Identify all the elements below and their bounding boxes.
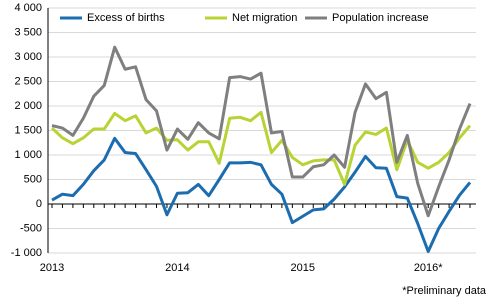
- x-tick-label: 2015: [291, 262, 315, 274]
- y-tick-label: 2 500: [14, 75, 42, 87]
- y-tick-label: 1 500: [14, 124, 42, 136]
- y-tick-label: 4 000: [14, 2, 42, 14]
- y-tick-label: 2 000: [14, 100, 42, 112]
- x-tick-label: 2014: [165, 262, 189, 274]
- y-tick-label: 3 000: [14, 51, 42, 63]
- line-series: [51, 136, 472, 254]
- y-tick-label: 500: [24, 173, 42, 185]
- x-tick-label: 2013: [40, 262, 64, 274]
- y-tick-label: 0: [36, 198, 42, 210]
- line-series: [51, 45, 472, 218]
- y-tick-label: -1 000: [11, 247, 42, 259]
- y-tick-label: -500: [20, 222, 42, 234]
- line-series: [50, 110, 472, 186]
- legend-label: Net migration: [232, 12, 297, 24]
- footnote: *Preliminary data: [402, 285, 487, 297]
- y-tick-label: 3 500: [14, 26, 42, 38]
- x-tick-label: 2016*: [414, 262, 443, 274]
- legend-label: Population increase: [332, 12, 429, 24]
- legend-label: Excess of births: [87, 12, 165, 24]
- y-tick-label: 1 000: [14, 149, 42, 161]
